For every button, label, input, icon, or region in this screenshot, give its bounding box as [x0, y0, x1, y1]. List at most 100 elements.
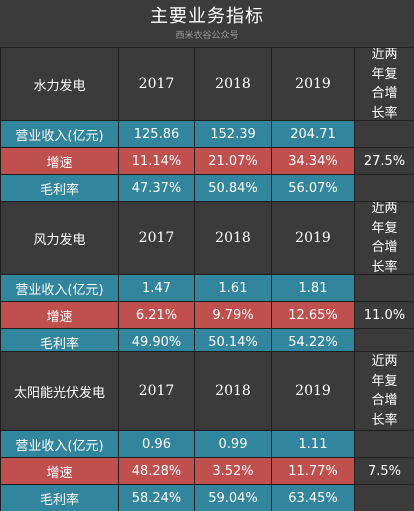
segment-name: 水力发电 [0, 47, 118, 120]
revenue-row-value: 0.99 [194, 430, 271, 457]
growth-row-value-text: 3.52% [212, 463, 254, 479]
year-header: 2018 [194, 201, 271, 274]
margin-row-value-text: 50.84% [208, 180, 258, 196]
table-header: 主要业务指标 西米衣谷公众号 [0, 0, 414, 47]
revenue-row-label-text: 营业收入(亿元) [15, 128, 104, 144]
growth-row-value-text: 11.77% [288, 463, 338, 479]
revenue-row-value-text: 0.96 [142, 436, 171, 452]
margin-row-label: 毛利率 [0, 484, 118, 511]
cagr-empty [354, 328, 414, 355]
margin-row-label: 毛利率 [0, 328, 118, 355]
cagr-label: 近两 年复 合增 长率 [354, 351, 414, 430]
growth-row-value-text: 9.79% [212, 307, 254, 323]
margin-row-value: 49.90% [118, 328, 194, 355]
revenue-row-value-text: 152.39 [210, 126, 256, 142]
revenue-row-value-text: 125.86 [133, 126, 180, 142]
revenue-row-label: 营业收入(亿元) [0, 120, 118, 147]
year-header-text: 2019 [295, 383, 331, 399]
cagr-empty [354, 174, 414, 201]
cagr-empty [354, 120, 414, 147]
growth-row-value: 3.52% [194, 457, 271, 484]
cagr-label-line: 近两 [371, 47, 398, 62]
revenue-row-value-text: 1.81 [298, 280, 328, 296]
year-header-text: 2017 [138, 383, 175, 399]
year-header: 2017 [118, 47, 194, 120]
year-header-text: 2018 [215, 230, 251, 246]
year-header-text: 2019 [295, 230, 331, 246]
cagr-label-line: 长率 [371, 105, 398, 121]
cagr-value: 7.5% [354, 457, 414, 484]
cagr-label-line: 近两 [371, 201, 398, 216]
segment-name-text: 太阳能光伏发电 [13, 385, 105, 401]
year-header-text: 2018 [215, 76, 251, 92]
margin-row-value-text: 49.90% [131, 334, 182, 350]
cagr-label-line: 年复 [371, 373, 398, 389]
margin-row-value: 58.24% [118, 484, 194, 511]
year-header: 2018 [194, 47, 271, 120]
cagr-label-line: 年复 [371, 220, 398, 236]
revenue-row-value: 204.71 [271, 120, 354, 147]
margin-row-value: 50.84% [194, 174, 271, 201]
margin-row-value: 63.45% [271, 484, 354, 511]
cagr-label-line: 长率 [371, 412, 398, 428]
revenue-row-value: 1.81 [271, 274, 354, 301]
margin-row-label-text: 毛利率 [39, 336, 79, 352]
year-header-text: 2017 [138, 230, 175, 246]
growth-row-value-text: 48.28% [131, 463, 182, 479]
margin-row-value-text: 63.45% [288, 490, 338, 506]
year-header-text: 2017 [138, 76, 175, 92]
growth-row-value: 9.79% [194, 301, 271, 328]
revenue-row-label: 营业收入(亿元) [0, 274, 118, 301]
margin-row-label-text: 毛利率 [39, 492, 79, 508]
year-header: 2018 [194, 351, 271, 430]
margin-row-value: 50.14% [194, 328, 271, 355]
cagr-label-line: 合增 [371, 86, 398, 101]
segment-name-text: 风力发电 [33, 232, 86, 248]
margin-row-value-text: 50.14% [208, 334, 258, 350]
growth-row-value: 21.07% [194, 147, 271, 174]
revenue-row-label-text: 营业收入(亿元) [15, 438, 104, 454]
margin-row-label: 毛利率 [0, 174, 118, 201]
growth-row-value-text: 21.07% [208, 153, 258, 169]
cagr-value-text: 7.5% [367, 463, 402, 479]
segment-name: 太阳能光伏发电 [0, 351, 118, 430]
segment-name: 风力发电 [0, 201, 118, 274]
year-header: 2019 [271, 47, 354, 120]
margin-row-label-text: 毛利率 [39, 182, 79, 198]
cagr-label-line: 长率 [371, 259, 398, 275]
margin-row-value: 59.04% [194, 484, 271, 511]
page-subtitle: 西米衣谷公众号 [175, 31, 239, 41]
cagr-label-line: 年复 [371, 66, 398, 82]
year-header: 2019 [271, 201, 354, 274]
page-title: 主要业务指标 [150, 6, 264, 27]
growth-row-value-text: 12.65% [288, 307, 338, 323]
growth-row-value: 11.14% [118, 147, 194, 174]
year-header: 2017 [118, 201, 194, 274]
cagr-value: 27.5% [354, 147, 414, 174]
year-header: 2019 [271, 351, 354, 430]
revenue-row-value: 152.39 [194, 120, 271, 147]
revenue-row-value: 1.47 [118, 274, 194, 301]
growth-row-value: 6.21% [118, 301, 194, 328]
growth-row-value: 11.77% [271, 457, 354, 484]
margin-row-value-text: 59.04% [208, 490, 258, 506]
margin-row-value-text: 47.37% [131, 180, 182, 196]
revenue-row-value: 125.86 [118, 120, 194, 147]
margin-row-value: 47.37% [118, 174, 194, 201]
revenue-row-value-text: 1.11 [298, 436, 328, 452]
growth-row-label-text: 增速 [46, 465, 73, 481]
growth-row-label: 增速 [0, 147, 118, 174]
year-header-text: 2018 [215, 383, 251, 399]
margin-row-value: 56.07% [271, 174, 354, 201]
cagr-label-line: 合增 [371, 240, 398, 255]
revenue-row-label: 营业收入(亿元) [0, 430, 118, 457]
cagr-empty [354, 274, 414, 301]
year-header-text: 2019 [295, 76, 331, 92]
revenue-row-label-text: 营业收入(亿元) [15, 282, 104, 298]
growth-row-label-text: 增速 [46, 309, 73, 325]
year-header: 2017 [118, 351, 194, 430]
growth-row-label-text: 增速 [46, 155, 73, 171]
growth-row-label: 增速 [0, 301, 118, 328]
growth-row-value: 12.65% [271, 301, 354, 328]
